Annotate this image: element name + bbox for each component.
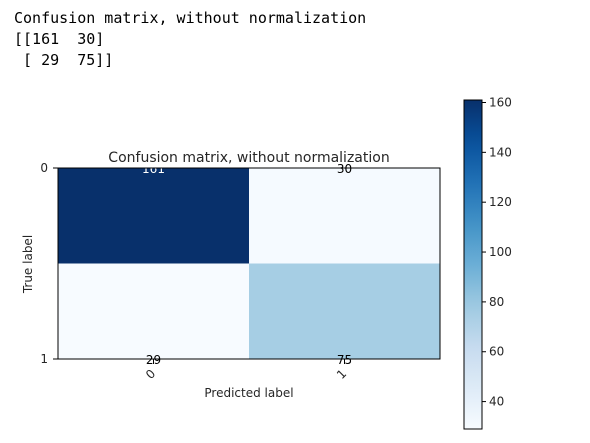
- colorbar-tick-label-1: 60: [489, 345, 504, 359]
- colorbar-tick-label-0: 40: [489, 395, 504, 409]
- x-axis-label: Predicted label: [204, 386, 293, 400]
- console-line-2: [ 29 75]]: [14, 51, 114, 69]
- cell-label-0-1: 30: [337, 162, 352, 176]
- console-line-1: [[161 30]: [14, 30, 105, 48]
- colorbar-tick-label-4: 120: [489, 195, 512, 209]
- cell-label-0-0: 161: [142, 162, 165, 176]
- x-tick-label-1: 1: [334, 367, 349, 382]
- colorbar-tick-label-5: 140: [489, 145, 512, 159]
- plot-frame: [57, 167, 441, 360]
- heatmap-cell-1-0: [58, 263, 249, 359]
- console-output: Confusion matrix, without normalization …: [14, 8, 366, 71]
- y-axis-label: True label: [21, 235, 35, 294]
- heatmap-cell-0-1: [249, 168, 440, 264]
- colorbar: [463, 99, 483, 430]
- heatmap-cell-1-1: [249, 263, 440, 359]
- y-tick-label-0: 0: [40, 161, 48, 175]
- colorbar-tick-label-2: 80: [489, 295, 504, 309]
- console-header: Confusion matrix, without normalization: [14, 9, 367, 27]
- colorbar-tick-label-3: 100: [489, 245, 512, 259]
- heatmap-cell-0-0: [58, 168, 249, 264]
- chart-title: Confusion matrix, without normalization: [108, 150, 389, 166]
- y-tick-label-1: 1: [40, 352, 48, 366]
- x-tick-label-0: 0: [143, 367, 158, 382]
- colorbar-tick-label-6: 160: [489, 95, 512, 109]
